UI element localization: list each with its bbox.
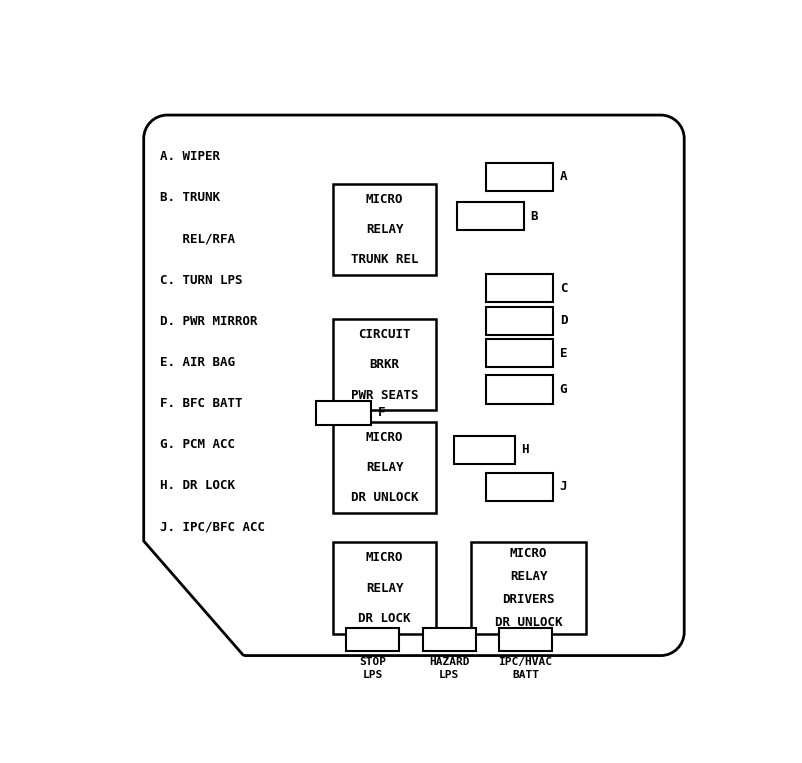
Text: D: D: [560, 314, 567, 327]
Text: MICRO: MICRO: [366, 551, 403, 564]
Text: MICRO: MICRO: [366, 430, 403, 444]
Text: PWR SEATS: PWR SEATS: [350, 388, 419, 401]
Text: TRUNK REL: TRUNK REL: [350, 253, 419, 266]
Text: A: A: [560, 170, 567, 183]
Bar: [456, 202, 525, 230]
Text: DR UNLOCK: DR UNLOCK: [350, 491, 419, 504]
Text: B. TRUNK: B. TRUNK: [160, 192, 220, 204]
Bar: [333, 319, 436, 410]
Bar: [346, 628, 399, 652]
Bar: [486, 307, 553, 335]
Text: REL/RFA: REL/RFA: [160, 233, 234, 246]
Text: BRKR: BRKR: [370, 359, 399, 372]
Text: STOP: STOP: [359, 658, 387, 668]
Text: H: H: [521, 443, 529, 456]
Bar: [499, 628, 552, 652]
Text: MICRO: MICRO: [510, 547, 547, 560]
Text: DR UNLOCK: DR UNLOCK: [495, 616, 562, 629]
Text: F: F: [378, 407, 385, 420]
Text: RELAY: RELAY: [366, 223, 403, 236]
Text: DR LOCK: DR LOCK: [358, 612, 411, 625]
Bar: [486, 274, 553, 302]
Bar: [472, 542, 585, 633]
Text: E: E: [560, 346, 567, 359]
Text: A. WIPER: A. WIPER: [160, 150, 220, 163]
Text: RELAY: RELAY: [366, 461, 403, 474]
Bar: [486, 375, 553, 404]
Text: B: B: [530, 210, 538, 223]
Bar: [333, 184, 436, 275]
Text: RELAY: RELAY: [510, 570, 547, 583]
Text: G: G: [560, 383, 567, 396]
Text: E. AIR BAG: E. AIR BAG: [160, 356, 234, 369]
Text: DRIVERS: DRIVERS: [502, 593, 555, 606]
Bar: [486, 339, 553, 367]
Bar: [333, 422, 436, 513]
Text: LPS: LPS: [439, 670, 460, 681]
Bar: [315, 401, 371, 425]
Text: IPC/HVAC: IPC/HVAC: [499, 658, 553, 668]
Text: LPS: LPS: [363, 670, 383, 681]
Bar: [423, 628, 476, 652]
Text: C. TURN LPS: C. TURN LPS: [160, 274, 242, 287]
Text: G. PCM ACC: G. PCM ACC: [160, 438, 234, 451]
Text: RELAY: RELAY: [366, 581, 403, 594]
Text: C: C: [560, 282, 567, 295]
Text: HAZARD: HAZARD: [429, 658, 469, 668]
Text: F. BFC BATT: F. BFC BATT: [160, 397, 242, 410]
Text: CIRCUIT: CIRCUIT: [358, 328, 411, 341]
Text: MICRO: MICRO: [366, 193, 403, 206]
Bar: [486, 473, 553, 501]
Bar: [454, 436, 516, 464]
Text: J. IPC/BFC ACC: J. IPC/BFC ACC: [160, 520, 265, 533]
Bar: [486, 163, 553, 191]
Text: J: J: [560, 481, 567, 494]
PathPatch shape: [144, 115, 684, 655]
Text: D. PWR MIRROR: D. PWR MIRROR: [160, 315, 257, 328]
Text: BATT: BATT: [512, 670, 539, 681]
Text: H. DR LOCK: H. DR LOCK: [160, 479, 234, 492]
Bar: [333, 542, 436, 633]
